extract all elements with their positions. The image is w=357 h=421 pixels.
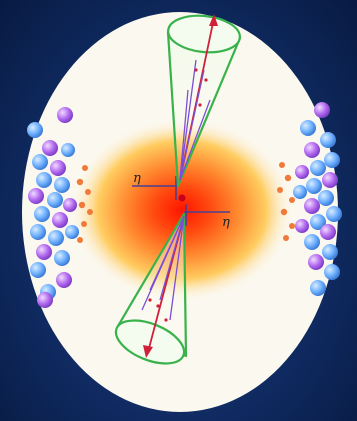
collision-vertex bbox=[178, 194, 186, 202]
right-debris-particles bbox=[277, 162, 295, 241]
upper-jet-cone bbox=[166, 14, 242, 188]
left-nucleus-cluster bbox=[27, 107, 79, 308]
lower-jet-tracks bbox=[141, 215, 185, 321]
eta-label-right: η bbox=[222, 215, 230, 230]
hot-medium-glow bbox=[70, 118, 294, 302]
right-nucleus-cluster bbox=[293, 102, 342, 296]
left-debris-particles bbox=[76, 165, 93, 243]
vertex-axes bbox=[132, 176, 230, 226]
upper-jet-tracks bbox=[179, 59, 211, 181]
eta-label-left: η bbox=[133, 171, 141, 186]
lower-jet-cone bbox=[114, 212, 188, 365]
